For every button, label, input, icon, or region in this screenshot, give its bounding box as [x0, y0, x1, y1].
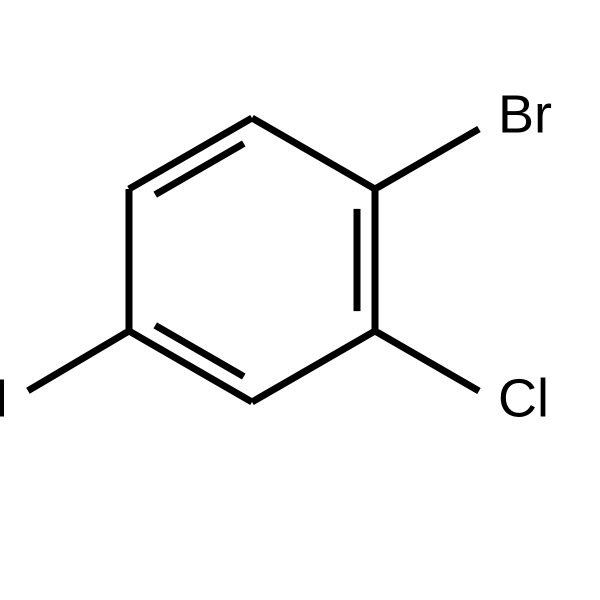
- atom-label-i: I: [0, 368, 9, 428]
- molecule-diagram: Br Cl I: [0, 0, 600, 600]
- atom-label-cl: Cl: [498, 368, 549, 428]
- atom-label-br: Br: [498, 84, 552, 144]
